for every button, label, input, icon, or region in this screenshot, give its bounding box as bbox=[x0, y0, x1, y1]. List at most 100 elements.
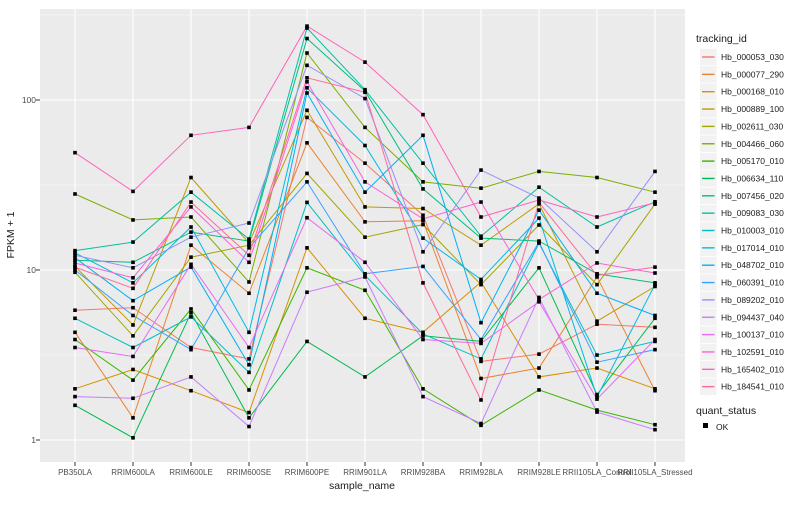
data-point-marker bbox=[537, 375, 541, 379]
data-point-marker bbox=[73, 403, 77, 408]
legend-entries: Hb_000053_030 Hb_000077_290 Hb_000168_010 H… bbox=[700, 48, 784, 395]
data-point-marker bbox=[421, 281, 425, 285]
data-point-marker bbox=[73, 255, 77, 260]
data-point-marker bbox=[537, 208, 541, 212]
data-point-marker bbox=[305, 115, 309, 120]
data-point-marker bbox=[73, 253, 77, 258]
data-point-marker bbox=[537, 169, 541, 174]
data-point-marker bbox=[247, 125, 251, 130]
y-tick-label-1: 1 bbox=[31, 435, 36, 445]
legend-entry-label: Hb_000168_010 bbox=[721, 87, 784, 97]
data-point-marker bbox=[189, 265, 193, 269]
legend-entry-Hb_007456_020: Hb_007456_020 bbox=[700, 187, 784, 205]
data-point-marker bbox=[479, 339, 483, 344]
data-point-marker bbox=[305, 200, 309, 205]
plot-panel bbox=[40, 9, 685, 462]
legend-entry-ok: OK bbox=[703, 422, 729, 432]
legend-entry-label: Hb_089202_010 bbox=[721, 295, 784, 305]
data-point-marker bbox=[537, 185, 541, 189]
data-point-marker bbox=[131, 323, 135, 327]
data-point-marker bbox=[363, 260, 367, 265]
data-point-marker bbox=[595, 273, 599, 278]
legend-entry-Hb_100137_010: Hb_100137_010 bbox=[700, 326, 784, 343]
data-point-marker bbox=[305, 215, 309, 220]
data-point-marker bbox=[479, 168, 483, 172]
data-point-marker bbox=[653, 316, 657, 321]
x-tick-label-PB350LA: PB350LA bbox=[58, 468, 92, 477]
data-point-marker bbox=[305, 91, 309, 95]
data-point-marker bbox=[595, 408, 599, 412]
legend-entry-label: Hb_007456_020 bbox=[721, 191, 784, 201]
data-point-marker bbox=[595, 175, 599, 180]
data-point-marker bbox=[421, 217, 425, 221]
x-tick-label-RRIM600LA: RRIM600LA bbox=[111, 468, 155, 477]
data-point-marker bbox=[653, 337, 657, 342]
data-point-marker bbox=[305, 76, 309, 80]
data-point-marker bbox=[247, 221, 251, 225]
data-point-marker bbox=[421, 133, 425, 138]
legend-entry-Hb_000889_100: Hb_000889_100 bbox=[700, 100, 784, 118]
data-point-marker bbox=[247, 330, 251, 335]
legend-entry-Hb_000077_290: Hb_000077_290 bbox=[700, 66, 784, 83]
data-point-marker bbox=[363, 205, 367, 209]
data-point-marker bbox=[363, 87, 367, 92]
legend-entry-Hb_060391_010: Hb_060391_010 bbox=[700, 274, 784, 291]
data-point-marker bbox=[189, 375, 193, 379]
legend-entry-label: Hb_006634_110 bbox=[721, 173, 784, 183]
data-point-marker bbox=[131, 266, 135, 270]
data-point-marker bbox=[73, 394, 77, 399]
legend-entry-label: Hb_009083_030 bbox=[721, 208, 784, 218]
data-point-marker bbox=[247, 260, 251, 265]
data-point-marker bbox=[131, 298, 135, 303]
data-point-marker bbox=[131, 416, 135, 420]
data-point-marker bbox=[189, 315, 193, 319]
data-point-marker bbox=[189, 388, 193, 393]
data-point-marker bbox=[131, 334, 135, 338]
data-point-marker bbox=[537, 388, 541, 392]
data-point-marker bbox=[131, 240, 135, 244]
data-point-marker bbox=[537, 297, 541, 302]
data-point-marker bbox=[73, 316, 77, 321]
data-point-marker bbox=[189, 345, 193, 350]
ok-square-marker-icon bbox=[703, 423, 708, 428]
data-point-marker bbox=[189, 200, 193, 204]
data-point-marker bbox=[131, 313, 135, 318]
data-point-marker bbox=[421, 213, 425, 218]
legend-entry-label: Hb_094437_040 bbox=[721, 312, 784, 322]
data-point-marker bbox=[247, 424, 251, 429]
data-point-marker bbox=[595, 392, 599, 397]
data-point-marker bbox=[131, 260, 135, 265]
data-point-marker bbox=[131, 354, 135, 359]
legend-entry-label: Hb_000889_100 bbox=[721, 104, 784, 114]
data-point-marker bbox=[73, 308, 77, 313]
data-point-marker bbox=[595, 291, 599, 296]
data-point-marker bbox=[247, 291, 251, 296]
legend-entry-Hb_048702_010: Hb_048702_010 bbox=[700, 257, 784, 274]
data-point-marker bbox=[247, 362, 251, 367]
data-point-marker bbox=[595, 215, 599, 219]
data-point-marker bbox=[189, 255, 193, 259]
data-point-marker bbox=[305, 290, 309, 295]
data-point-marker bbox=[363, 316, 367, 321]
data-point-marker bbox=[363, 288, 367, 293]
data-point-marker bbox=[363, 375, 367, 379]
data-point-marker bbox=[363, 235, 367, 239]
data-point-marker bbox=[131, 378, 135, 382]
data-point-marker bbox=[653, 422, 657, 427]
data-point-marker bbox=[479, 234, 483, 239]
data-point-marker bbox=[305, 63, 309, 68]
legend-entry-label: Hb_000053_030 bbox=[721, 52, 784, 62]
data-point-marker bbox=[479, 186, 483, 190]
data-point-marker bbox=[421, 180, 425, 184]
legend-entry-ok-label: OK bbox=[716, 422, 729, 432]
data-point-marker bbox=[131, 286, 135, 291]
data-point-marker bbox=[247, 246, 251, 250]
data-point-marker bbox=[653, 169, 657, 174]
legend-entry-label: Hb_100137_010 bbox=[721, 330, 784, 340]
data-point-marker bbox=[363, 220, 367, 224]
data-point-marker bbox=[595, 397, 599, 401]
data-point-marker bbox=[73, 251, 77, 255]
legend-entry-Hb_010003_010: Hb_010003_010 bbox=[700, 222, 784, 239]
data-point-marker bbox=[537, 200, 541, 205]
data-point-marker bbox=[479, 215, 483, 219]
